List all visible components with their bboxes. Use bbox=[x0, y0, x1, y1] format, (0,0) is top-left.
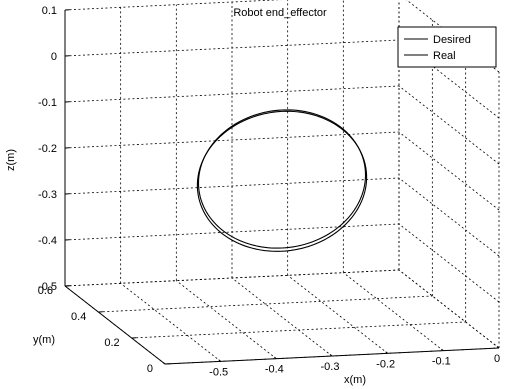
grid-line bbox=[287, 275, 388, 354]
z-tick-label: -0.5 bbox=[38, 281, 57, 293]
z-tick-label: -0.4 bbox=[38, 235, 57, 247]
y-tick-label: 0.2 bbox=[104, 337, 119, 349]
x-tick-mark bbox=[496, 346, 500, 349]
grid-line bbox=[64, 0, 283, 11]
grid-line bbox=[398, 85, 500, 165]
grid-line bbox=[398, 131, 500, 211]
x-axis-label: x(m) bbox=[344, 374, 366, 386]
legend: Desired Real bbox=[397, 26, 497, 68]
ticks-layer: -0.5 -0.4 -0.3 -0.2 -0.1 0 0 0.2 0.4 0.6 0.1 0 -0.1 -… bbox=[38, 5, 500, 378]
y-axis-line bbox=[64, 285, 166, 365]
x-tick-mark bbox=[329, 354, 333, 357]
grid-line bbox=[64, 39, 400, 57]
grid-line bbox=[398, 223, 500, 303]
chart-title: Robot end_effector bbox=[233, 7, 327, 19]
y-axis-label: y(m) bbox=[33, 334, 55, 346]
y-tick-label: 0.4 bbox=[71, 311, 86, 323]
grid-line bbox=[120, 283, 221, 362]
grid-line bbox=[398, 39, 500, 119]
grid-line bbox=[64, 85, 400, 103]
grid-line bbox=[64, 177, 400, 195]
grid-line bbox=[131, 321, 466, 339]
grid-line bbox=[98, 295, 433, 313]
x-tick-label: -0.4 bbox=[265, 364, 284, 376]
x-tick-label: -0.2 bbox=[376, 358, 395, 370]
z-tick-label: 0 bbox=[51, 51, 57, 63]
z-axis-label: z(m) bbox=[5, 149, 17, 171]
grid-line bbox=[64, 223, 400, 241]
grid-line bbox=[231, 277, 333, 357]
y-tick-label: 0.6 bbox=[38, 285, 53, 297]
series-line-desired bbox=[197, 109, 367, 249]
series-line-real bbox=[196, 110, 368, 252]
grid-line bbox=[343, 272, 444, 351]
y-tick-label: 0 bbox=[147, 363, 153, 375]
x-tick-mark bbox=[441, 348, 444, 352]
x-tick-label: -0.1 bbox=[432, 356, 451, 368]
data-layer bbox=[196, 109, 368, 252]
x-tick-label: -0.5 bbox=[209, 366, 228, 378]
x-tick-mark bbox=[385, 351, 388, 354]
grid-line bbox=[64, 131, 400, 149]
z-tick-label: 0.1 bbox=[42, 5, 57, 17]
x-tick-mark bbox=[162, 362, 166, 365]
legend-label-desired: Desired bbox=[433, 34, 471, 46]
x-tick-label: 0 bbox=[494, 353, 500, 365]
x-tick-mark bbox=[274, 356, 277, 360]
z-tick-label: -0.3 bbox=[38, 189, 57, 201]
grid-line bbox=[64, 269, 400, 287]
legend-box bbox=[397, 26, 497, 68]
z-tick-label: -0.2 bbox=[38, 143, 57, 155]
z-tick-label: -0.1 bbox=[38, 97, 57, 109]
axes-layer bbox=[64, 9, 500, 365]
grid-line bbox=[398, 177, 500, 257]
grid-line bbox=[398, 269, 500, 349]
x-tick-label: -0.3 bbox=[321, 361, 340, 373]
grid-line bbox=[176, 280, 277, 359]
x-tick-mark bbox=[218, 359, 221, 362]
legend-label-real: Real bbox=[433, 50, 456, 62]
